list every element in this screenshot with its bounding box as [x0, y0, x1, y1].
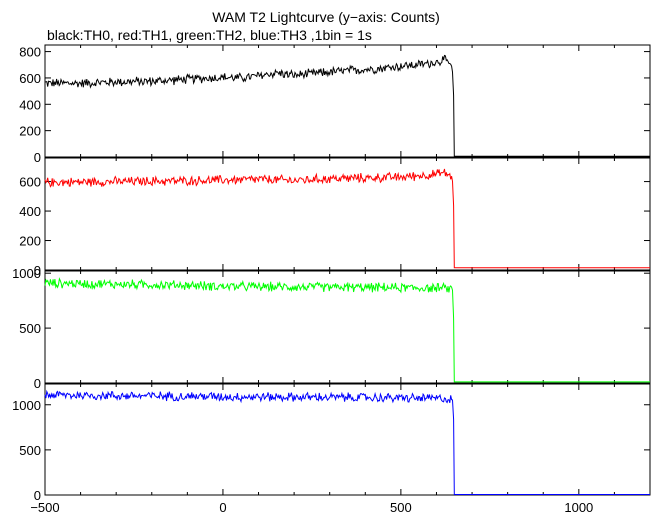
y-tick-label: 200 — [19, 234, 41, 249]
y-tick-label: 0 — [34, 263, 41, 278]
x-tick-label: 500 — [390, 500, 412, 515]
y-tick-label: 200 — [19, 124, 41, 139]
x-tick-label: 0 — [219, 500, 226, 515]
y-tick-label: 1000 — [12, 266, 41, 281]
chart-title: WAM T2 Lightcurve (y−axis: Counts) — [212, 9, 440, 25]
series-line-th1 — [44, 168, 650, 269]
y-tick-label: 0 — [34, 150, 41, 165]
x-tick-label: −500 — [30, 500, 59, 515]
chart-subtitle: black:TH0, red:TH1, green:TH2, blue:TH3 … — [47, 27, 372, 43]
panel-frame-th3 — [44, 383, 651, 496]
y-tick-label: 600 — [19, 71, 41, 86]
panel-frame-th2 — [44, 270, 651, 384]
series-line-th0 — [44, 54, 650, 157]
y-tick-label: 500 — [19, 321, 41, 336]
y-tick-label: 0 — [34, 376, 41, 391]
panel-frame-th1 — [44, 157, 651, 271]
y-tick-label: 1000 — [12, 398, 41, 413]
y-tick-label: 600 — [19, 175, 41, 190]
y-tick-label: 0 — [34, 488, 41, 503]
panel-frame-th0 — [44, 44, 651, 158]
y-tick-label: 800 — [19, 45, 41, 60]
y-tick-label: 400 — [19, 97, 41, 112]
series-line-th3 — [44, 389, 650, 495]
x-tick-label: 1000 — [564, 500, 593, 515]
y-tick-label: 500 — [19, 443, 41, 458]
series-line-th2 — [44, 277, 650, 383]
y-tick-label: 400 — [19, 204, 41, 219]
